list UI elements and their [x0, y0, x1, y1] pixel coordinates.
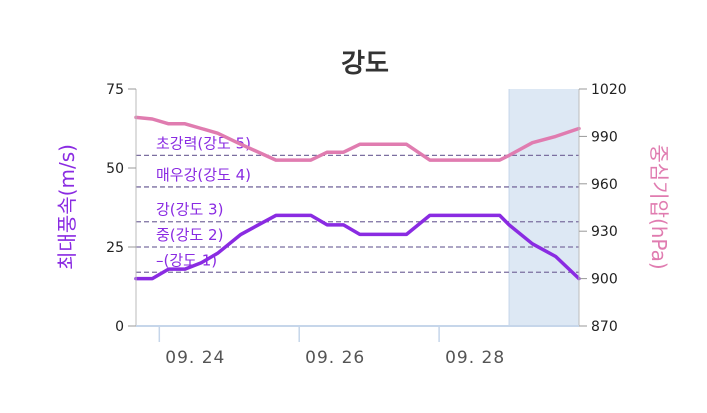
x-tick-label: 09. 28 — [445, 348, 505, 368]
y-tick-label-right: 930 — [591, 224, 618, 240]
threshold-lines: 초강력(강도 5)매우강(강도 4)강(강도 3)중(강도 2)–(강도 1) — [136, 134, 579, 273]
series-line — [134, 115, 581, 162]
axes: 0 25 50 75 870 900 930 960 990 1020 09. 24 09. 26 09… — [106, 82, 626, 368]
y-tick-label-right: 960 — [591, 177, 618, 193]
threshold-label: –(강도 1) — [156, 251, 217, 269]
plot-area — [508, 89, 580, 326]
y-tick-label-right: 1020 — [591, 82, 627, 98]
y-tick-label-right: 990 — [591, 129, 618, 145]
y-tick-label-right: 900 — [591, 272, 618, 288]
threshold-label: 강(강도 3) — [156, 201, 223, 219]
y-tick-label-left: 50 — [106, 161, 124, 177]
series-line — [134, 213, 581, 281]
x-tick-label: 09. 26 — [305, 348, 365, 368]
series-lines — [134, 115, 581, 281]
chart-title: 강도 — [341, 49, 389, 79]
x-tick-label: 09. 24 — [165, 348, 225, 368]
y-axis-label-left: 최대풍속(m/s) — [55, 144, 79, 270]
forecast-region — [509, 89, 579, 326]
y-tick-label-left: 75 — [106, 82, 124, 98]
threshold-label: 매우강(강도 4) — [156, 166, 251, 184]
y-tick-label-right: 870 — [591, 319, 618, 335]
threshold-label: 중(강도 2) — [156, 226, 223, 244]
y-tick-label-left: 25 — [106, 240, 124, 256]
y-axis-label-right: 중심기압(hPa) — [647, 144, 671, 269]
y-tick-label-left: 0 — [115, 319, 124, 335]
